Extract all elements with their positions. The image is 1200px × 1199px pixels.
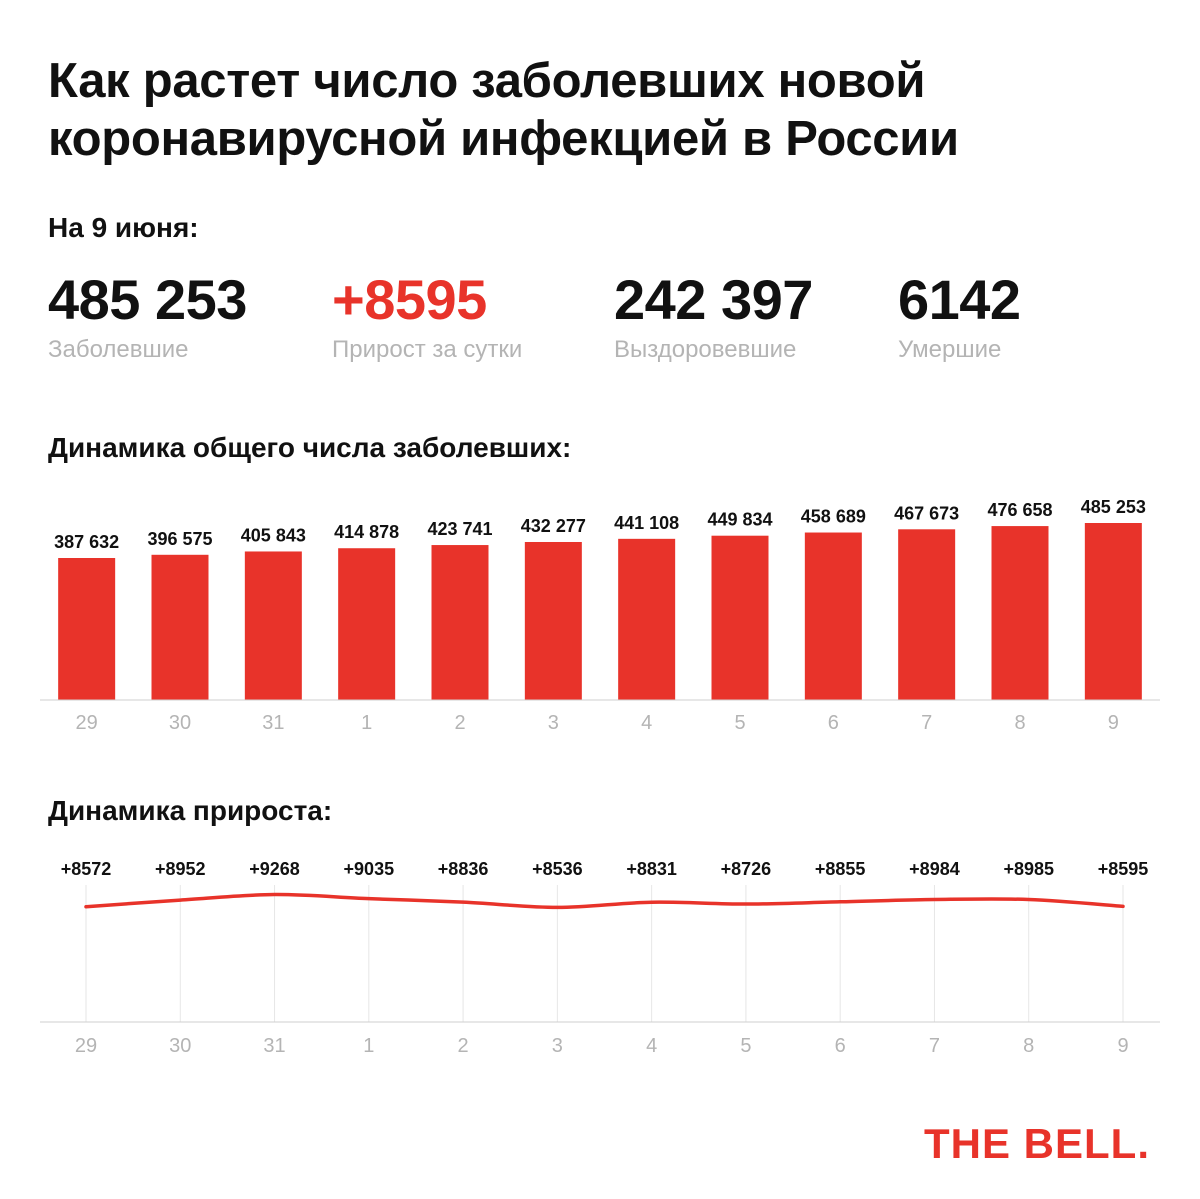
date-label: На 9 июня: [48, 212, 199, 243]
line-value-label: +8985 [1003, 859, 1054, 879]
x-tick-label: 1 [361, 712, 372, 734]
stat-deaths: 6142 Умершие [898, 268, 1021, 366]
bar-value-label: 458 689 [801, 507, 866, 527]
x-tick-label: 1 [363, 1035, 374, 1057]
x-tick-label: 9 [1108, 712, 1119, 734]
stat-recovered-label: Выздоровевшие [614, 336, 797, 363]
stat-daily-increase-label: Прирост за сутки [332, 336, 523, 363]
stat-cases-value: 485 253 [48, 268, 247, 331]
x-tick-label: 29 [75, 1035, 97, 1057]
line-value-label: +8572 [61, 859, 112, 879]
x-tick-label: 31 [262, 712, 284, 734]
bar-2 [431, 545, 489, 700]
x-tick-label: 5 [734, 712, 745, 734]
bar-value-label: 432 277 [521, 516, 586, 536]
x-tick-label: 4 [641, 712, 652, 734]
bar-value-label: 423 741 [427, 519, 492, 539]
line-value-label: +8836 [438, 859, 489, 879]
x-tick-label: 29 [76, 712, 98, 734]
bar-6 [804, 532, 862, 700]
x-tick-label: 30 [169, 712, 191, 734]
x-tick-label: 31 [263, 1035, 285, 1057]
bar-value-label: 405 843 [241, 525, 306, 545]
x-tick-label: 6 [835, 1035, 846, 1057]
line-value-label: +8855 [815, 859, 866, 879]
bar-value-label: 467 673 [894, 503, 959, 523]
bar-value-label: 387 632 [54, 532, 119, 552]
line-value-label: +8984 [909, 859, 960, 879]
x-tick-label: 7 [921, 712, 932, 734]
the-bell-logo: THE BELL. [924, 1120, 1150, 1167]
line-chart: +8572 29 +8952 30 +9268 31 +9035 1 +8836 2 +8536 3 +… [40, 859, 1160, 1057]
x-tick-label: 2 [454, 712, 465, 734]
bar-1 [338, 548, 396, 700]
stat-deaths-value: 6142 [898, 268, 1021, 331]
stat-recovered: 242 397 Выздоровевшие [614, 268, 813, 366]
bar-value-label: 485 253 [1081, 497, 1146, 517]
line-value-label: +8536 [532, 859, 583, 879]
line-value-label: +8595 [1098, 859, 1149, 879]
line-value-label: +8952 [155, 859, 206, 879]
x-tick-label: 8 [1023, 1035, 1034, 1057]
line-value-label: +9035 [344, 859, 395, 879]
x-tick-label: 3 [548, 712, 559, 734]
line-chart-heading: Динамика прироста: [48, 795, 333, 826]
bar-value-label: 476 658 [987, 500, 1052, 520]
chart-title: Как растет число заболевших новой корона… [48, 54, 959, 166]
x-tick-label: 7 [929, 1035, 940, 1057]
bar-9 [1084, 523, 1142, 700]
x-tick-label: 9 [1117, 1035, 1128, 1057]
bar-7 [898, 529, 956, 700]
stat-daily-increase-value: +8595 [332, 268, 487, 331]
stat-cases: 485 253 Заболевшие [48, 268, 247, 366]
bar-5 [711, 535, 769, 700]
increase-series-line [84, 892, 1125, 910]
x-tick-label: 30 [169, 1035, 191, 1057]
x-tick-label: 3 [552, 1035, 563, 1057]
bar-value-label: 396 575 [147, 529, 212, 549]
x-tick-label: 4 [646, 1035, 657, 1057]
line-value-label: +8726 [721, 859, 772, 879]
bar-value-label: 449 834 [707, 510, 772, 530]
x-tick-label: 8 [1014, 712, 1025, 734]
stat-deaths-label: Умершие [898, 336, 1002, 363]
line-value-label: +8831 [626, 859, 677, 879]
bar-value-label: 414 878 [334, 522, 399, 542]
bar-value-label: 441 108 [614, 513, 679, 533]
stat-cases-label: Заболевшие [48, 336, 189, 363]
x-tick-label: 2 [458, 1035, 469, 1057]
bar-chart-heading: Динамика общего числа заболевших: [48, 432, 572, 463]
line-value-label: +9268 [249, 859, 300, 879]
bar-8 [991, 526, 1049, 700]
stat-daily-increase: +8595 Прирост за сутки [332, 268, 522, 366]
x-tick-label: 6 [828, 712, 839, 734]
bar-30 [151, 554, 209, 700]
x-tick-label: 5 [740, 1035, 751, 1057]
bar-31 [244, 551, 302, 700]
stat-recovered-value: 242 397 [614, 268, 813, 331]
bar-29 [58, 558, 116, 700]
bar-4 [618, 538, 676, 700]
bar-3 [524, 541, 582, 700]
